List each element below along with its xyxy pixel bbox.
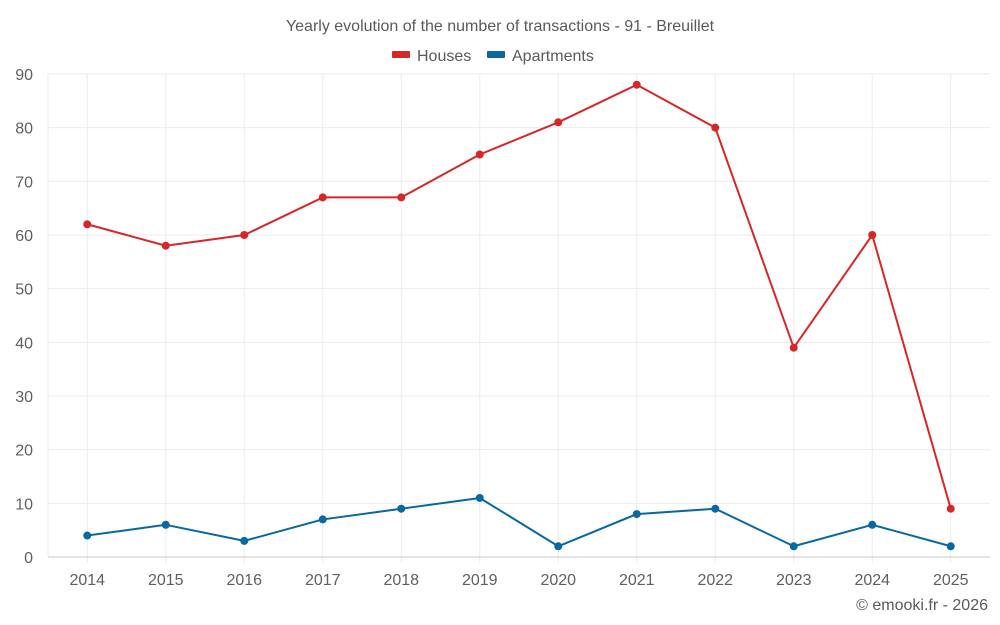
- x-tick-label: 2014: [69, 572, 105, 589]
- x-tick-label: 2018: [383, 572, 419, 589]
- y-tick-label: 20: [15, 443, 33, 460]
- y-axis: 0 10 20 30 40 50 60 70 80 90: [15, 67, 33, 567]
- y-tick-label: 30: [15, 389, 33, 406]
- y-tick-label: 40: [15, 335, 33, 352]
- y-tick-label: 50: [15, 282, 33, 299]
- series-line-houses: [86, 83, 952, 509]
- x-tick-label: 2016: [226, 572, 262, 589]
- data-point: [711, 504, 720, 513]
- x-tick-label: 2020: [540, 572, 576, 589]
- data-point: [475, 150, 484, 159]
- chart-title: Yearly evolution of the number of transa…: [286, 18, 715, 35]
- x-tick-label: 2024: [854, 572, 890, 589]
- legend-swatch-apartments: [487, 51, 505, 58]
- data-point: [240, 231, 249, 239]
- data-point: [632, 80, 641, 89]
- data-point: [240, 536, 249, 545]
- data-point: [554, 118, 563, 127]
- data-point: [475, 493, 484, 502]
- data-point: [318, 515, 327, 524]
- credit-text: © emooki.fr - 2026: [856, 597, 988, 614]
- x-tick-label: 2017: [305, 572, 341, 589]
- data-point: [946, 504, 955, 513]
- y-tick-label: 90: [15, 67, 33, 84]
- data-point: [711, 123, 720, 132]
- data-point: [397, 504, 406, 513]
- gridlines: [47, 73, 990, 563]
- data-point: [632, 510, 641, 519]
- y-tick-label: 70: [15, 174, 33, 191]
- x-tick-label: 2025: [933, 572, 969, 589]
- data-point: [946, 542, 955, 551]
- y-tick-label: 0: [24, 550, 33, 567]
- x-tick-label: 2023: [776, 572, 812, 589]
- x-tick-label: 2021: [619, 572, 655, 589]
- legend-label-apartments: Apartments: [512, 48, 594, 65]
- series-group: [83, 80, 955, 551]
- y-tick-label: 10: [15, 496, 33, 513]
- data-point: [83, 531, 92, 540]
- y-tick-label: 80: [15, 121, 33, 138]
- x-axis: 2014 2015 2016 2017 2018 2019 2020 2021 2022 2023…: [69, 572, 968, 589]
- data-point: [397, 193, 406, 202]
- data-point: [318, 193, 327, 202]
- data-point: [789, 343, 798, 352]
- series-line-apartments: [87, 496, 952, 548]
- data-point: [868, 520, 877, 529]
- data-point: [161, 520, 170, 529]
- legend-label-houses: Houses: [417, 48, 471, 65]
- data-point: [554, 542, 563, 551]
- series-houses: [83, 80, 955, 513]
- series-apartments: [83, 493, 955, 551]
- legend-swatch-houses: [392, 51, 410, 58]
- x-tick-label: 2015: [148, 572, 184, 589]
- data-point: [789, 542, 798, 551]
- x-tick-label: 2019: [462, 572, 498, 589]
- x-tick-label: 2022: [697, 572, 733, 589]
- data-point: [868, 231, 877, 239]
- legend: Houses Apartments: [392, 48, 594, 65]
- y-tick-label: 60: [15, 228, 33, 245]
- data-point: [161, 241, 170, 250]
- data-point: [83, 220, 92, 229]
